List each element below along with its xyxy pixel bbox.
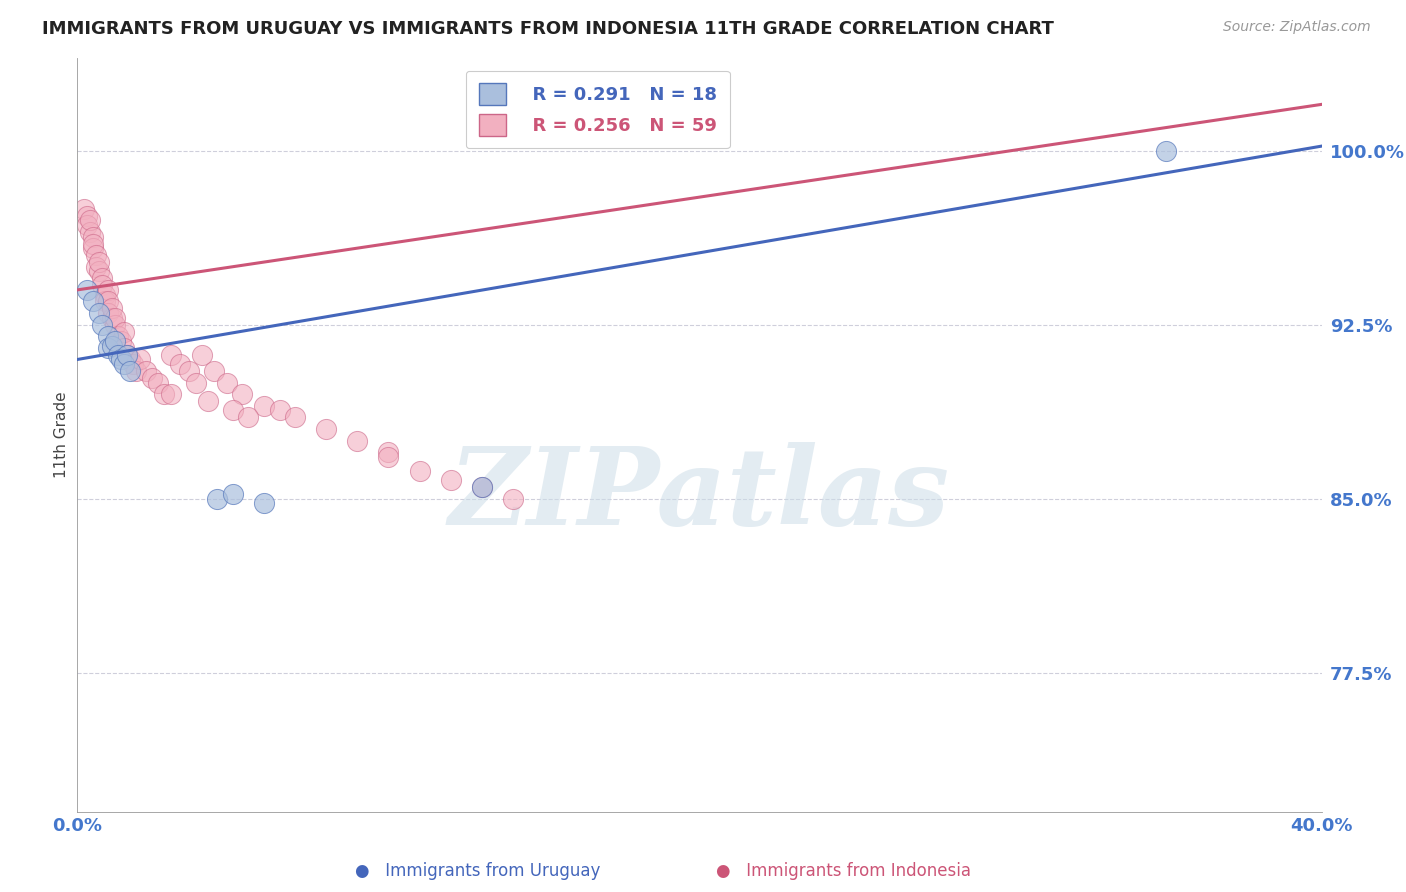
Point — [79, 225, 101, 239]
Point — [84, 248, 107, 262]
Point — [104, 310, 127, 325]
Point — [231, 387, 253, 401]
Point — [159, 387, 181, 401]
Point — [284, 410, 307, 425]
Point — [112, 357, 135, 371]
Point — [72, 202, 94, 216]
Point — [120, 364, 142, 378]
Point — [87, 264, 110, 278]
Point — [87, 306, 110, 320]
Point — [91, 278, 114, 293]
Point — [110, 352, 132, 367]
Point — [440, 473, 463, 487]
Point — [377, 450, 399, 464]
Point — [148, 376, 170, 390]
Point — [238, 410, 260, 425]
Point — [82, 229, 104, 244]
Point — [97, 283, 120, 297]
Point — [253, 496, 276, 510]
Text: ZIPatlas: ZIPatlas — [449, 442, 950, 549]
Point — [87, 255, 110, 269]
Point — [120, 352, 142, 367]
Point — [207, 491, 229, 506]
Point — [82, 294, 104, 309]
Point — [197, 394, 219, 409]
Point — [153, 387, 176, 401]
Point — [107, 348, 129, 362]
Text: Source: ZipAtlas.com: Source: ZipAtlas.com — [1223, 20, 1371, 34]
Point — [471, 480, 494, 494]
Point — [97, 294, 120, 309]
Point — [76, 209, 98, 223]
Point — [202, 364, 225, 378]
Point — [502, 491, 524, 506]
Point — [115, 348, 138, 362]
Point — [191, 348, 214, 362]
Point — [128, 352, 150, 367]
Point — [215, 376, 238, 390]
Point — [346, 434, 368, 448]
Point — [1154, 144, 1177, 158]
Point — [100, 338, 122, 352]
Point — [97, 329, 120, 343]
Point — [115, 348, 138, 362]
Point — [184, 376, 207, 390]
Point — [82, 236, 104, 251]
Point — [377, 445, 399, 459]
Point — [100, 310, 122, 325]
Point — [112, 341, 135, 355]
Point — [94, 294, 117, 309]
Point — [97, 341, 120, 355]
Point — [253, 399, 276, 413]
Point — [112, 325, 135, 339]
Point — [315, 422, 337, 436]
Point — [471, 480, 494, 494]
Point — [79, 213, 101, 227]
Legend:   R = 0.291   N = 18,   R = 0.256   N = 59: R = 0.291 N = 18, R = 0.256 N = 59 — [465, 70, 730, 148]
Point — [135, 364, 157, 378]
Point — [408, 464, 430, 478]
Point — [269, 403, 291, 417]
Point — [104, 334, 127, 348]
Point — [76, 283, 98, 297]
Point — [169, 357, 191, 371]
Point — [91, 318, 114, 332]
Point — [141, 371, 163, 385]
Point — [91, 271, 114, 285]
Point — [159, 348, 181, 362]
Point — [107, 329, 129, 343]
Point — [125, 364, 148, 378]
Point — [122, 357, 145, 371]
Point — [100, 301, 122, 316]
Text: ●   Immigrants from Indonesia: ● Immigrants from Indonesia — [716, 862, 972, 880]
Point — [179, 364, 201, 378]
Point — [82, 241, 104, 255]
Text: ●   Immigrants from Uruguay: ● Immigrants from Uruguay — [356, 862, 600, 880]
Point — [104, 318, 127, 332]
Point — [110, 334, 132, 348]
Point — [97, 306, 120, 320]
Point — [222, 403, 245, 417]
Point — [76, 218, 98, 232]
Point — [94, 287, 117, 301]
Point — [84, 260, 107, 274]
Y-axis label: 11th Grade: 11th Grade — [53, 392, 69, 478]
Point — [222, 487, 245, 501]
Text: IMMIGRANTS FROM URUGUAY VS IMMIGRANTS FROM INDONESIA 11TH GRADE CORRELATION CHAR: IMMIGRANTS FROM URUGUAY VS IMMIGRANTS FR… — [42, 20, 1054, 37]
